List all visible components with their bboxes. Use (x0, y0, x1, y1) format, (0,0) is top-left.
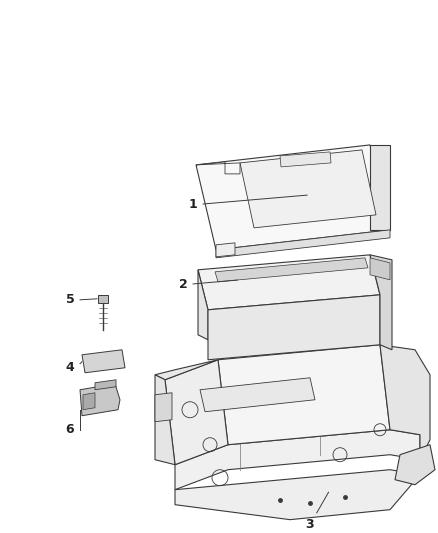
Polygon shape (240, 150, 376, 228)
Polygon shape (216, 230, 390, 258)
Polygon shape (80, 384, 120, 416)
Polygon shape (196, 162, 240, 174)
Text: 3: 3 (306, 492, 328, 531)
Polygon shape (370, 145, 390, 230)
Polygon shape (208, 295, 380, 360)
Polygon shape (370, 258, 390, 280)
Polygon shape (82, 350, 125, 373)
Polygon shape (83, 393, 95, 410)
Text: 6: 6 (66, 423, 74, 436)
Polygon shape (155, 375, 175, 465)
Text: 1: 1 (189, 195, 307, 212)
Text: 4: 4 (66, 361, 74, 374)
Polygon shape (165, 360, 228, 465)
Polygon shape (200, 378, 315, 411)
Polygon shape (196, 145, 390, 250)
Polygon shape (216, 243, 235, 257)
Polygon shape (370, 255, 392, 350)
Polygon shape (155, 393, 172, 422)
Polygon shape (155, 360, 218, 379)
Polygon shape (98, 295, 108, 303)
Polygon shape (198, 255, 380, 310)
Polygon shape (280, 152, 331, 167)
Polygon shape (395, 445, 435, 484)
Polygon shape (380, 345, 430, 459)
Polygon shape (198, 270, 208, 340)
Polygon shape (95, 379, 116, 390)
Polygon shape (218, 345, 390, 445)
Polygon shape (175, 470, 420, 520)
Polygon shape (215, 258, 368, 282)
Text: 2: 2 (179, 278, 237, 292)
Text: 5: 5 (66, 293, 74, 306)
Polygon shape (175, 430, 420, 490)
